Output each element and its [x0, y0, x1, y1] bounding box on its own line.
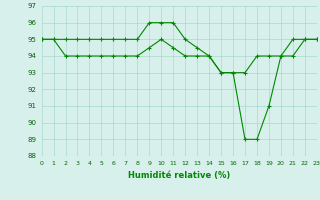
X-axis label: Humidité relative (%): Humidité relative (%)	[128, 171, 230, 180]
